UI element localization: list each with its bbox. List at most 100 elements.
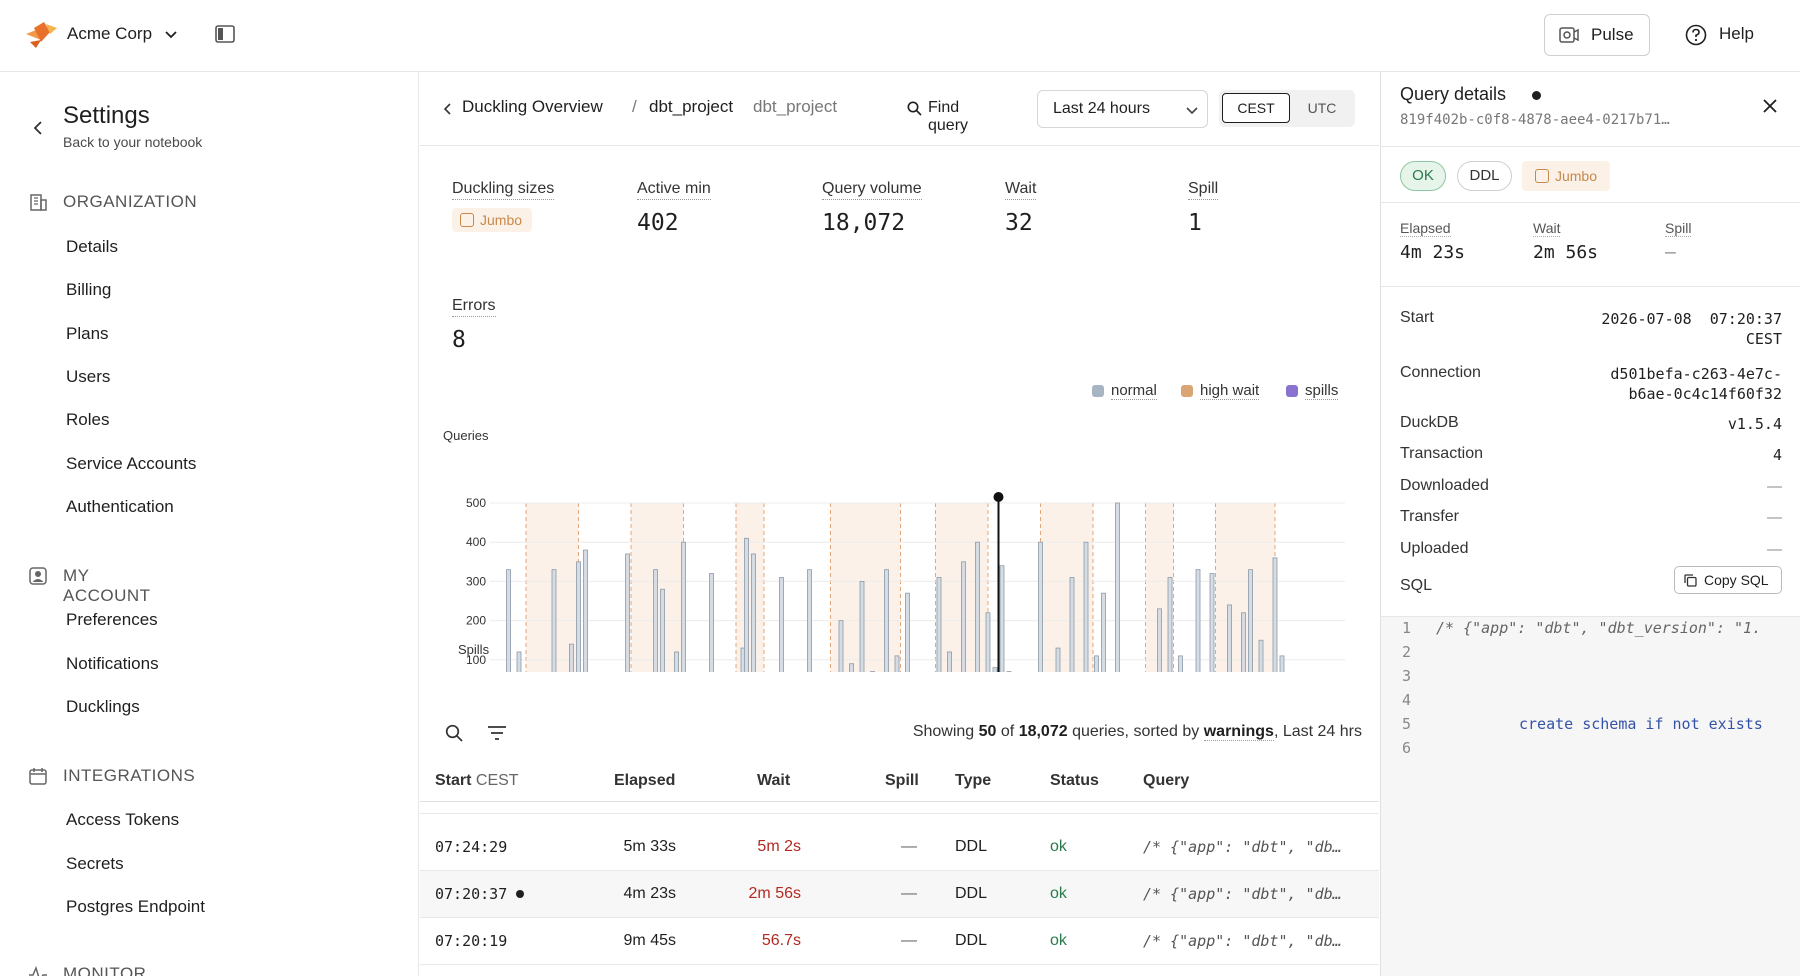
query-bar xyxy=(779,577,784,672)
back-arrow-icon[interactable] xyxy=(30,120,46,136)
query-bar xyxy=(1101,592,1106,672)
nav-roles[interactable]: Roles xyxy=(66,410,110,429)
y-tick-label: 300 xyxy=(466,574,486,588)
col-spill[interactable]: Spill xyxy=(885,772,919,789)
col-wait[interactable]: Wait xyxy=(757,772,791,789)
back-to-notebook-link[interactable]: Back to your notebook xyxy=(63,134,203,150)
shown-count: 50 xyxy=(978,723,997,740)
nav-preferences[interactable]: Preferences xyxy=(66,610,158,629)
stat-query-volume: Query volume 18,072 xyxy=(822,180,922,236)
cell-wait: 5m 2s xyxy=(757,838,801,855)
query-bar xyxy=(961,561,966,672)
nav-postgres-endpoint[interactable]: Postgres Endpoint xyxy=(66,897,205,916)
nav-plans[interactable]: Plans xyxy=(66,324,109,343)
query-bar xyxy=(506,569,511,672)
sort-key-link[interactable]: warnings xyxy=(1203,723,1274,741)
col-status[interactable]: Status xyxy=(1050,772,1099,789)
query-bar xyxy=(1038,541,1043,672)
search-icon[interactable] xyxy=(445,724,463,742)
nav-details[interactable]: Details xyxy=(66,237,118,256)
top-bar: Acme Corp Pulse Help xyxy=(0,0,1800,72)
queries-chart[interactable]: 010020030040050018:0021:0000:0003:0006:0… xyxy=(420,402,1379,672)
stat-value: 8 xyxy=(452,327,466,353)
query-bar xyxy=(576,561,581,672)
col-query[interactable]: Query xyxy=(1143,772,1190,789)
y-tick-label: 400 xyxy=(466,535,486,549)
query-bar xyxy=(569,643,574,672)
range-suffix: , Last 24 hrs xyxy=(1273,723,1362,740)
table-row[interactable]: 07:20:19 9m 45s 56.7s — DDL ok /* {"app"… xyxy=(420,918,1379,965)
query-bar xyxy=(1241,612,1246,672)
query-bar xyxy=(681,541,686,672)
stat-label: Spill xyxy=(1665,220,1692,237)
stat-value: 4m 23s xyxy=(1400,242,1466,263)
nav-service-accounts[interactable]: Service Accounts xyxy=(66,454,197,473)
cell-spill: — xyxy=(901,932,917,949)
query-bar xyxy=(751,553,756,672)
sidebar-toggle-icon[interactable] xyxy=(215,25,235,43)
sql-code-viewer[interactable]: 1/* {"app": "dbt", "dbt_version": "1. 2 … xyxy=(1381,616,1800,976)
nav-notifications[interactable]: Notifications xyxy=(66,654,159,673)
nav-access-tokens[interactable]: Access Tokens xyxy=(66,810,180,829)
col-start[interactable]: Start CEST xyxy=(435,772,519,790)
cell-elapsed: 9m 45s xyxy=(623,932,676,949)
settings-sidebar: Settings Back to your notebook ORGANIZAT… xyxy=(0,72,419,976)
cell-start: 07:24:29 xyxy=(435,838,508,856)
close-icon[interactable] xyxy=(1761,97,1779,115)
section-heading: ORGANIZATION xyxy=(63,192,198,211)
duckling-size-icon xyxy=(460,213,474,227)
nav-users[interactable]: Users xyxy=(66,367,111,386)
nav-ducklings[interactable]: Ducklings xyxy=(66,697,140,716)
chevron-left-icon[interactable] xyxy=(442,102,454,116)
stat-label: Query volume xyxy=(822,180,922,200)
detail-downloaded: Downloaded — xyxy=(1400,477,1782,499)
time-range-select[interactable]: Last 24 hours xyxy=(1037,90,1208,128)
of-word: of xyxy=(1000,723,1015,740)
pulse-button[interactable]: Pulse xyxy=(1544,14,1650,56)
table-row[interactable]: 07:24:29 5m 33s 5m 2s — DDL ok /* {"app"… xyxy=(420,824,1379,871)
selected-marker-dot xyxy=(993,492,1004,502)
detail-transfer: Transfer — xyxy=(1400,508,1782,530)
type-badge: DDL xyxy=(1457,161,1512,191)
time-range-value: Last 24 hours xyxy=(1053,100,1150,117)
breadcrumb-overview[interactable]: Duckling Overview xyxy=(462,97,603,116)
stat-label: Wait xyxy=(1005,180,1037,200)
query-bar xyxy=(1195,569,1201,672)
nav-billing[interactable]: Billing xyxy=(66,280,112,299)
filter-icon[interactable] xyxy=(487,724,507,742)
col-type[interactable]: Type xyxy=(955,772,992,789)
cell-query: /* {"app": "dbt", "db… xyxy=(1143,932,1342,950)
nav-authentication[interactable]: Authentication xyxy=(66,497,174,516)
cell-query: /* {"app": "dbt", "db… xyxy=(1143,885,1342,903)
query-bar xyxy=(1157,608,1162,672)
legend-label: normal xyxy=(1111,382,1157,400)
calendar-icon xyxy=(29,768,47,785)
stat-duckling-sizes: Duckling sizes Jumbo xyxy=(452,180,555,232)
detail-sql: SQL xyxy=(1400,577,1782,599)
copy-icon xyxy=(1684,574,1697,587)
org-switcher[interactable]: Acme Corp xyxy=(67,24,153,43)
chevron-down-icon[interactable] xyxy=(1185,103,1199,117)
selected-dot-icon xyxy=(1532,91,1541,100)
chevron-down-icon[interactable] xyxy=(163,26,179,42)
cell-status: ok xyxy=(1050,932,1067,949)
query-bar xyxy=(999,565,1005,672)
divider xyxy=(1381,286,1800,287)
detail-label: Transaction xyxy=(1400,445,1483,462)
stat-label: Elapsed xyxy=(1400,220,1451,237)
stat-active-min: Active min 402 xyxy=(637,180,711,236)
copy-sql-label: Copy SQL xyxy=(1704,572,1769,588)
tz-utc-option[interactable]: UTC xyxy=(1307,100,1337,116)
copy-sql-button[interactable]: Copy SQL xyxy=(1674,566,1782,594)
stat-label: Errors xyxy=(452,297,496,317)
query-bar xyxy=(1069,577,1075,672)
breadcrumb-project[interactable]: dbt_project xyxy=(649,97,734,116)
line-number: 4 xyxy=(1402,691,1412,709)
col-elapsed[interactable]: Elapsed xyxy=(614,772,676,789)
table-row-selected[interactable]: 07:20:37 4m 23s 2m 56s — DDL ok /* {"app… xyxy=(420,871,1379,918)
section-heading: MONITOR xyxy=(63,964,147,976)
nav-secrets[interactable]: Secrets xyxy=(66,854,124,873)
tz-cest-option[interactable]: CEST xyxy=(1222,93,1290,123)
query-bar xyxy=(740,647,746,672)
query-bar xyxy=(625,553,630,672)
